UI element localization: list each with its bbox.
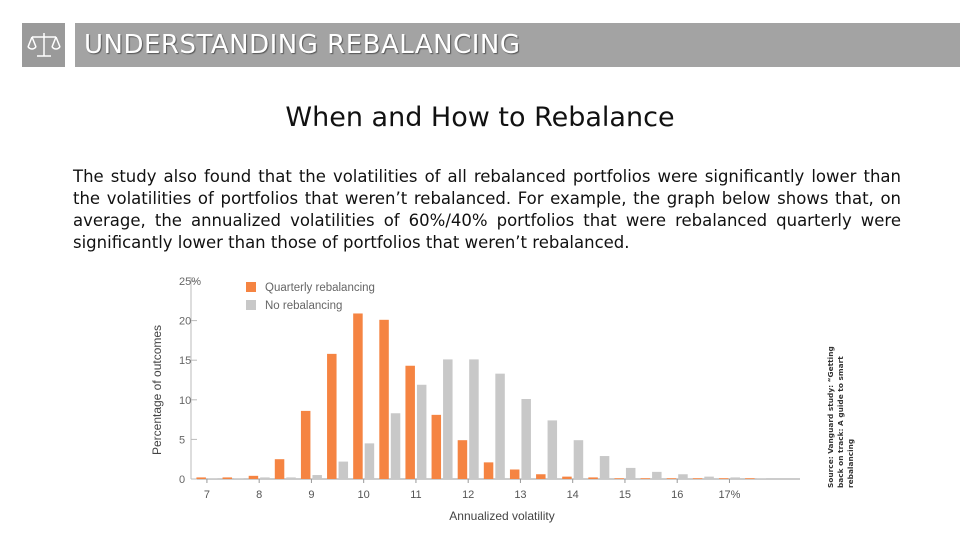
no-rebalancing-bar — [364, 443, 375, 479]
no-rebalancing-bar — [495, 373, 505, 479]
legend-swatch — [246, 282, 256, 292]
no-rebalancing-bar — [443, 359, 453, 479]
legend-label: No rebalancing — [265, 300, 342, 312]
quarterly-rebalancing-bar — [745, 478, 755, 480]
no-rebalancing-bar — [625, 467, 636, 479]
y-tick-label: 5 — [179, 434, 185, 446]
x-tick-label: 13 — [514, 489, 526, 501]
quarterly-rebalancing-bar — [457, 440, 468, 479]
x-tick-label: 9 — [308, 489, 314, 501]
no-rebalancing-bar — [704, 476, 714, 479]
no-rebalancing-bar — [390, 413, 401, 479]
quarterly-rebalancing-bar — [274, 459, 285, 479]
quarterly-rebalancing-bar — [509, 469, 520, 479]
no-rebalancing-bar — [573, 440, 584, 479]
quarterly-rebalancing-bar — [300, 410, 311, 479]
y-tick-label: 25% — [179, 276, 201, 288]
title-bar: UNDERSTANDING REBALANCING — [75, 23, 960, 67]
no-rebalancing-bar — [312, 475, 322, 479]
quarterly-rebalancing-bar — [692, 478, 703, 480]
no-rebalancing-bar — [260, 477, 270, 479]
no-rebalancing-bar — [286, 477, 296, 479]
quarterly-rebalancing-bar — [666, 478, 677, 480]
no-rebalancing-bar — [234, 478, 244, 480]
quarterly-rebalancing-bar — [327, 353, 337, 479]
quarterly-rebalancing-bar — [588, 477, 598, 479]
x-tick-label: 7 — [204, 489, 210, 501]
quarterly-rebalancing-bar — [614, 478, 624, 480]
x-tick-label: 8 — [256, 489, 262, 501]
quarterly-rebalancing-bar — [405, 365, 415, 479]
y-tick-label: 20 — [179, 316, 191, 328]
volatility-bar-chart: 0 5 10 15 20 25% 7 8 9 10 11 12 13 14 15 16 17% Annualize… — [150, 276, 800, 523]
body-paragraph: The study also found that the volatiliti… — [73, 167, 901, 252]
quarterly-rebalancing-bar — [718, 478, 729, 480]
x-axis-label: Annualized volatility — [449, 509, 554, 523]
no-rebalancing-bar — [547, 420, 558, 479]
no-rebalancing-bar — [207, 478, 218, 480]
y-tick-label: 10 — [179, 395, 191, 407]
slide-subtitle: When and How to Rebalance — [285, 102, 675, 133]
balance-scale-icon — [26, 33, 61, 57]
y-axis-label: Percentage of outcomes — [150, 325, 164, 455]
no-rebalancing-bar — [469, 359, 479, 479]
x-tick-label: 15 — [619, 489, 631, 501]
no-rebalancing-bar — [338, 461, 349, 479]
quarterly-rebalancing-bar — [248, 475, 259, 479]
source-note: Source: Vanguard study: “Getting back on… — [826, 346, 855, 488]
y-tick-label: 15 — [179, 355, 191, 367]
y-tick-label: 0 — [179, 474, 185, 486]
quarterly-rebalancing-bar — [353, 313, 363, 479]
no-rebalancing-bar — [756, 478, 767, 480]
quarterly-rebalancing-bar — [196, 477, 206, 479]
quarterly-rebalancing-bar — [222, 477, 233, 479]
logo — [22, 23, 65, 67]
quarterly-rebalancing-bar — [379, 319, 389, 479]
no-rebalancing-bar — [678, 474, 688, 479]
no-rebalancing-bar — [599, 456, 610, 479]
no-rebalancing-bar — [521, 399, 531, 479]
no-rebalancing-bar — [652, 471, 662, 479]
x-tick-label: 16 — [671, 489, 683, 501]
quarterly-rebalancing-bar — [640, 478, 651, 480]
no-rebalancing-bar — [416, 384, 427, 479]
quarterly-rebalancing-bar — [483, 462, 494, 479]
quarterly-rebalancing-bar — [536, 474, 546, 479]
no-rebalancing-bar — [730, 477, 740, 479]
legend-label: Quarterly rebalancing — [265, 282, 375, 294]
x-tick-label: 17% — [718, 489, 740, 501]
x-tick-label: 12 — [462, 489, 474, 501]
quarterly-rebalancing-bar — [562, 476, 572, 479]
legend-swatch — [246, 300, 256, 310]
page-title: UNDERSTANDING REBALANCING — [84, 30, 521, 60]
x-tick-label: 11 — [410, 489, 421, 501]
x-tick-label: 10 — [358, 489, 370, 501]
x-tick-label: 14 — [567, 489, 579, 501]
quarterly-rebalancing-bar — [431, 414, 442, 479]
